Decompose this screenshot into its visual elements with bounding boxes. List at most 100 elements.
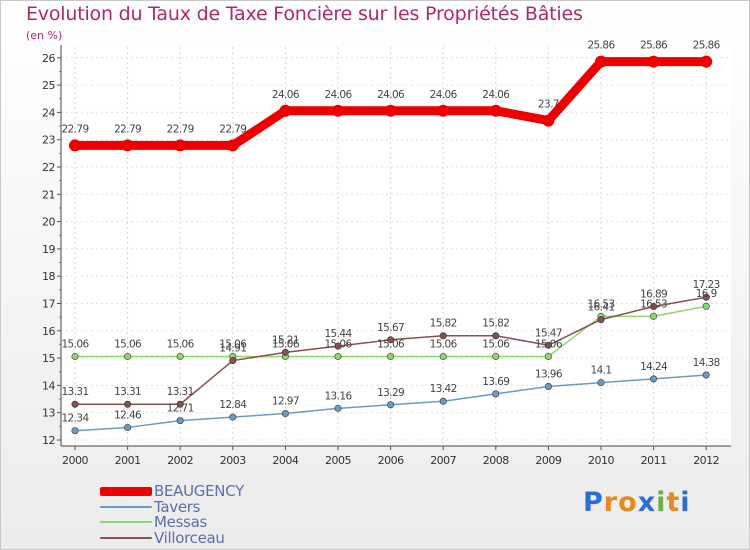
series-tavers-data-label: 12.71 [167,403,194,415]
series-tavers-point [334,404,342,412]
y-tick-label: 20 [42,216,55,229]
series-messas-data-label: 16.53 [640,298,667,310]
series-messas-point [71,352,79,360]
series-messas-point [387,352,395,360]
series-villorceau-data-label: 15.67 [377,322,404,334]
series-tavers-data-label: 12.84 [219,399,247,411]
series-villorceau-data-label: 13.31 [114,386,141,398]
logo-letter: r [603,487,619,518]
series-beaugency-point [437,104,450,117]
series-beaugency-data-label: 24.06 [272,89,300,101]
series-villorceau-data-label: 16.89 [640,289,667,301]
series-beaugency-data-label: 24.06 [430,89,458,101]
x-tick-label: 2008 [483,454,509,467]
series-tavers-data-label: 14.24 [640,361,668,373]
series-villorceau-point [702,293,710,301]
y-tick-label: 18 [42,270,55,283]
x-tick-label: 2003 [220,454,246,467]
series-messas-data-label: 15.06 [167,338,195,350]
logo-letter: i [656,487,667,518]
series-messas-data-label: 15.06 [219,338,247,350]
series-messas-point [544,352,552,360]
series-messas-data-label: 15.06 [535,338,563,350]
y-tick-label: 26 [42,52,55,65]
legend-swatch-beaugency [100,487,152,496]
series-villorceau-point [597,316,605,324]
y-tick-label: 23 [42,134,55,147]
series-messas-point [492,352,500,360]
series-beaugency-point [542,114,555,127]
x-tick-label: 2001 [115,454,141,467]
series-beaugency-data-label: 22.79 [167,123,194,135]
series-tavers-data-label: 13.96 [535,368,563,380]
series-beaugency-point [595,55,607,68]
y-tick-label: 16 [42,325,55,338]
chart-title: Evolution du Taux de Taxe Foncière sur l… [26,3,583,25]
series-villorceau-point [71,400,79,408]
series-beaugency-data-label: 22.79 [114,123,141,135]
legend-label-villorceau: Villorceau [154,529,225,547]
series-tavers-point [229,413,237,421]
y-tick-label: 25 [42,79,55,92]
series-messas-data-label: 16.53 [587,298,614,310]
series-villorceau-data-label: 15.21 [272,334,299,346]
series-beaugency-point [279,104,292,117]
series-villorceau-point [229,357,237,365]
series-messas-data-label: 15.06 [61,338,89,350]
series-tavers-data-label: 14.1 [591,365,612,377]
x-tick-label: 2004 [272,454,298,467]
series-villorceau-data-label: 14.91 [219,343,246,355]
legend-label-messas: Messas [154,513,208,531]
y-unit-label: (en %) [26,29,63,42]
series-villorceau-point [176,400,184,408]
series-tavers-point [176,417,184,425]
x-tick-label: 2007 [430,454,456,467]
series-beaugency-data-label: 22.79 [61,123,88,135]
legend-label-tavers: Tavers [154,498,201,516]
series-messas-point [439,352,447,360]
series-tavers-data-label: 12.46 [114,409,142,421]
series-tavers-point [439,397,447,405]
logo-letter: t [666,487,681,518]
series-messas-data-label: 15.06 [114,338,142,350]
series-tavers-point [387,401,395,409]
series-messas-point [702,302,710,310]
x-tick-label: 2000 [62,454,88,467]
legend-label-beaugency: BEAUGENCY [154,482,245,500]
y-tick-label: 22 [42,161,55,174]
series-beaugency-data-label: 24.06 [482,89,510,101]
series-villorceau-point [650,303,658,311]
series-villorceau-data-label: 15.82 [430,318,457,330]
x-tick-label: 2006 [378,454,404,467]
logo-letter: o [618,487,638,518]
series-beaugency-data-label: 23.7 [538,99,559,111]
y-tick-label: 17 [42,298,55,311]
series-messas-data-label: 16.9 [696,288,717,300]
series-beaugency-point [700,55,713,68]
series-tavers-point [281,410,289,418]
legend-swatch-villorceau [100,537,152,539]
series-messas-point [650,312,658,320]
series-tavers-data-label: 12.97 [272,396,299,408]
series-beaugency-data-label: 25.86 [640,40,668,52]
series-beaugency-data-label: 22.79 [219,123,246,135]
series-villorceau-data-label: 13.31 [167,386,194,398]
series-beaugency-point [226,139,239,152]
series-tavers-data-label: 13.42 [430,383,457,395]
series-tavers-data-label: 13.16 [324,390,352,402]
x-tick-label: 2005 [325,454,351,467]
series-villorceau-point [544,341,552,349]
series-beaugency-point [174,139,187,152]
y-tick-label: 19 [42,243,55,256]
series-villorceau-point [334,342,342,350]
series-tavers-data-label: 13.69 [482,376,509,388]
series-tavers-point [71,427,79,435]
series-tavers-point [597,379,605,387]
logo-letter: P [583,487,604,518]
series-messas-data-label: 15.06 [324,338,352,350]
series-messas-data-label: 15.06 [430,338,458,350]
series-messas-point [124,352,132,360]
series-beaugency-data-label: 25.86 [693,40,721,52]
y-tick-label: 12 [42,434,55,447]
y-tick-label: 15 [42,352,55,365]
